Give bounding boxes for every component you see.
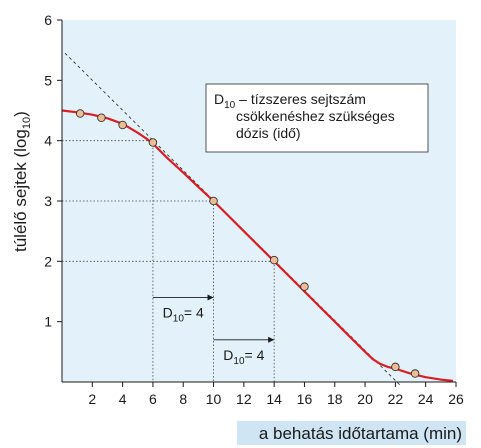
y-axis-title-main: túlélő sejtek (log: [11, 129, 30, 252]
x-tick-label: 6: [149, 391, 157, 407]
y-tick-label: 5: [44, 72, 52, 88]
legend-box: D10 – tízszeres sejtszám csökkenéshez sz…: [205, 83, 429, 153]
data-point: [410, 369, 420, 378]
data-point: [97, 113, 106, 122]
interval-label-subscript: 10: [233, 356, 245, 367]
guide-lines: [62, 140, 275, 382]
data-point: [209, 196, 218, 206]
x-tick-label: 2: [88, 391, 96, 407]
y-tick-label: 1: [44, 314, 52, 330]
interval-arrowhead: [207, 294, 214, 301]
interval-label: D10= 4: [223, 347, 264, 367]
interval-label-d: D: [223, 347, 233, 363]
data-point: [75, 109, 85, 118]
data-point: [269, 255, 279, 265]
legend-line-3: dózis (idő): [236, 125, 301, 141]
interval-label-d: D: [163, 305, 173, 321]
x-tick-label: 16: [297, 391, 313, 407]
data-points: [75, 109, 420, 378]
data-point: [148, 138, 158, 147]
x-tick-label: 22: [388, 391, 404, 407]
x-tick-label: 10: [206, 391, 222, 407]
interval-label-subscript: 10: [173, 314, 185, 325]
data-point: [391, 362, 400, 372]
interval-label-value: = 4: [245, 347, 265, 363]
x-axis-title-band: [237, 421, 466, 445]
data-point: [300, 282, 309, 291]
y-tick-label: 6: [44, 12, 52, 28]
x-axis-title: a behatás időtartama (min): [259, 424, 462, 443]
legend-line-2: csökkenéshez szükséges: [236, 108, 395, 124]
y-tick-label: 2: [44, 253, 52, 269]
y-ticks: 1 2 3 4 5 6: [44, 12, 62, 330]
interval-label: D10= 4: [163, 305, 204, 325]
legend-frame: [205, 83, 429, 153]
legend-d-subscript: 10: [224, 100, 236, 111]
legend-line-1-rest: – tízszeres sejtszám: [235, 91, 366, 107]
x-tick-label: 20: [357, 391, 373, 407]
x-ticks: 2 4 6 8 10 12 14 16 18 20 22 24 26: [88, 382, 464, 407]
y-axis-title-subscript: 10: [21, 117, 33, 129]
x-tick-label: 4: [119, 391, 127, 407]
y-tick-label: 3: [44, 193, 52, 209]
legend-d-label: D: [214, 91, 224, 107]
interval-label-value: = 4: [184, 305, 204, 321]
y-axis-title: túlélő sejtek (log10): [11, 111, 33, 252]
y-axis-title-end: ): [11, 111, 30, 117]
y-tick-label: 4: [44, 133, 52, 149]
x-tick-label: 12: [236, 391, 252, 407]
interval-arrowhead: [268, 336, 275, 343]
plot-background: [62, 20, 456, 382]
x-tick-label: 14: [266, 391, 282, 407]
x-tick-label: 26: [448, 391, 464, 407]
legend-line-1: D10 – tízszeres sejtszám: [214, 91, 366, 111]
data-point: [118, 120, 127, 130]
x-tick-label: 24: [418, 391, 434, 407]
x-tick-label: 8: [179, 391, 187, 407]
survival-curve: [61, 109, 454, 382]
x-tick-label: 18: [327, 391, 343, 407]
